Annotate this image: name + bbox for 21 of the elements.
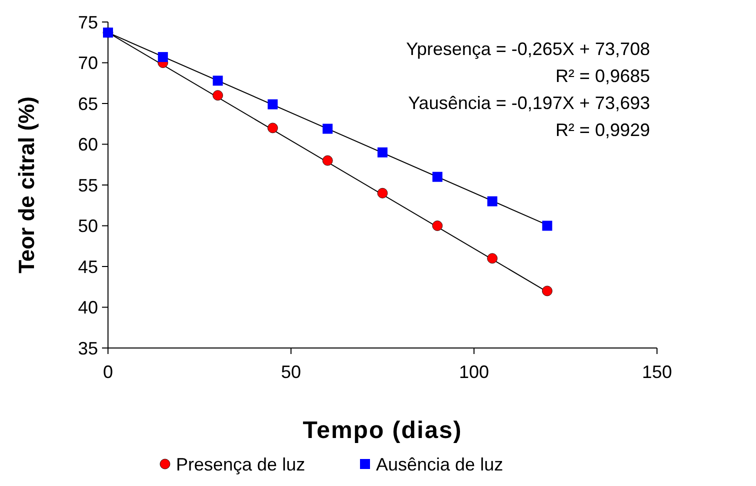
x-tick-label: 150 (642, 362, 672, 382)
y-tick-label: 35 (78, 338, 98, 358)
legend-label: Ausência de luz (376, 454, 504, 474)
y-tick-label: 65 (78, 94, 98, 114)
y-axis-title: Teor de citral (%) (14, 96, 39, 274)
y-tick-label: 50 (78, 216, 98, 236)
x-axis-title: Tempo (dias) (302, 417, 462, 444)
y-tick-label: 70 (78, 53, 98, 74)
x-tick-label: 0 (102, 362, 114, 382)
annotation: Ypresença = -0,265X + 73,708 (406, 39, 650, 59)
annotation: Yausência = -0,197X + 73,693 (408, 93, 650, 113)
legend-label: Presença de luz (176, 454, 306, 474)
x-tick-label: 100 (458, 362, 490, 382)
y-tick-label: 45 (78, 256, 98, 277)
y-tick-label: 40 (78, 298, 98, 318)
y-tick-label: 75 (78, 12, 98, 32)
y-tick-label: 60 (78, 134, 98, 155)
annotation: R² = 0,9929 (555, 120, 650, 140)
y-tick-label: 55 (78, 175, 98, 196)
x-tick-label: 50 (280, 362, 302, 382)
annotation: R² = 0,9685 (555, 66, 650, 86)
